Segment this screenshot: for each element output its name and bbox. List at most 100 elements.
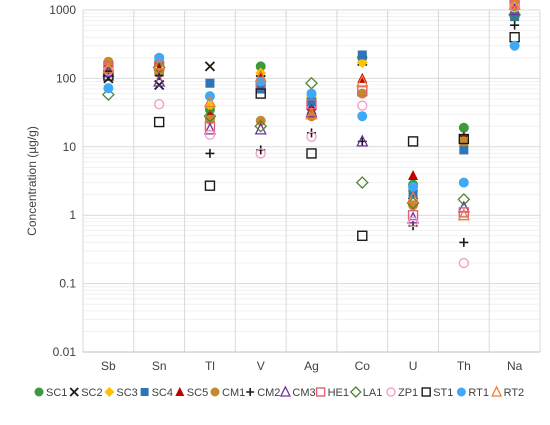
point-cm3-ag [305, 105, 318, 118]
point-sc4-th [459, 145, 469, 155]
legend-label-sc4: SC4 [152, 387, 173, 399]
legend-marker-zp1 [386, 387, 396, 397]
point-zp1-co [357, 100, 368, 111]
point-rt1-u [408, 181, 419, 192]
legend-item-cm3: CM3 [279, 385, 316, 399]
category-label-sb: Sb [101, 359, 116, 373]
legend-item-cm1: CM1 [210, 387, 245, 399]
point-rt2-sb [102, 61, 115, 74]
legend-marker-st1 [421, 387, 431, 397]
legend-item-rt1: RT1 [456, 387, 489, 399]
point-rt1-na [509, 40, 520, 51]
legend-label-rt2: RT2 [504, 387, 525, 399]
point-he1-u [407, 209, 419, 221]
legend-item-sc2: SC2 [69, 387, 103, 399]
legend-marker-rt1 [456, 387, 466, 397]
point-st1-v [255, 88, 266, 99]
legend-label-sc3: SC3 [116, 387, 137, 399]
point-sc5-u [408, 170, 419, 181]
point-st1-ag [306, 148, 317, 159]
point-st1-tl [204, 180, 216, 191]
series-zp1 [103, 1, 520, 269]
legend: SC1 SC2 SC3 SC4 SC5 CM1 CM2 CM3 HE1 LA1 ZP1 ST1 RT1 R… [34, 385, 525, 399]
point-rt1-ag [306, 88, 317, 99]
legend-label-rt1: RT1 [468, 387, 489, 399]
point-cm3-sn [153, 74, 166, 87]
point-cm1-co [357, 88, 368, 99]
point-cm1-u [408, 200, 419, 211]
point-rt2-sn [153, 57, 166, 70]
y-tick-label: 1000 [49, 3, 76, 17]
point-sc3-co [356, 57, 368, 69]
point-sc1-th [458, 122, 469, 133]
legend-marker-rt2 [491, 385, 503, 397]
point-zp1-th [458, 257, 470, 269]
point-la1-ag [305, 76, 318, 90]
y-axis-label: Concentration (µg/g) [25, 126, 39, 236]
point-rt1-co [357, 111, 368, 122]
legend-marker-sc2 [69, 387, 79, 397]
point-zp1-sn [153, 98, 165, 110]
legend-marker-cm2 [246, 388, 255, 396]
point-la1-tl [203, 109, 217, 123]
legend-item-sc3: SC3 [104, 387, 138, 399]
legend-item-rt2: RT2 [491, 385, 525, 399]
category-label-ag: Ag [304, 359, 319, 373]
legend-item-zp1: ZP1 [386, 387, 418, 399]
point-sc4-na [510, 12, 520, 22]
point-la1-v [254, 119, 268, 133]
point-rt2-th [457, 208, 470, 221]
point-zp1-u [407, 216, 419, 228]
point-rt2-u [407, 190, 420, 203]
point-st1-sn [153, 116, 165, 128]
y-tick-label: 1 [69, 208, 76, 222]
point-rt1-th [458, 177, 469, 188]
y-tick-label: 100 [56, 71, 76, 85]
legend-marker-cm1 [210, 387, 220, 397]
legend-label-sc1: SC1 [46, 387, 67, 399]
point-sc4-ag [307, 97, 316, 107]
series-st1 [103, 32, 520, 241]
point-st1-th [458, 133, 470, 145]
point-rt1-sb [103, 83, 114, 94]
y-tick-label: 0.1 [59, 277, 76, 291]
legend-label-cm2: CM2 [257, 387, 280, 399]
legend-label-cm1: CM1 [222, 387, 245, 399]
point-he1-th [458, 207, 470, 218]
legend-label-sc2: SC2 [81, 387, 102, 399]
point-rt2-co [356, 74, 369, 87]
point-sc2-tl [204, 61, 216, 72]
point-cm2-tl [205, 148, 215, 158]
category-label-co: Co [355, 359, 371, 373]
legend-item-sc4: SC4 [140, 387, 173, 399]
grid [82, 9, 541, 353]
point-rt2-na [508, 0, 521, 10]
y-tick-label: 10 [63, 140, 77, 154]
point-rt2-v [254, 69, 267, 83]
legend-marker-sc5 [175, 387, 185, 396]
legend-marker-sc1 [34, 387, 44, 397]
legend-item-la1: LA1 [349, 386, 382, 399]
point-st1-sb [103, 70, 114, 81]
point-sc4-tl [205, 78, 215, 88]
point-cm1-th [458, 136, 469, 147]
point-rt2-ag [305, 107, 318, 120]
point-he1-na [509, 0, 520, 8]
point-zp1-ag [306, 131, 317, 143]
point-sc4-co [357, 50, 367, 60]
point-la1-u [406, 196, 420, 210]
legend-item-st1: ST1 [421, 387, 453, 399]
legend-label-st1: ST1 [433, 387, 453, 399]
category-label-na: Na [507, 359, 523, 373]
point-zp1-tl [204, 129, 216, 140]
point-cm3-th [457, 200, 470, 213]
y-tick-label: 0.01 [53, 345, 77, 359]
legend-marker-sc3 [104, 387, 115, 397]
point-cm3-tl [203, 122, 216, 135]
legend-item-sc1: SC1 [34, 387, 67, 399]
point-la1-co [355, 176, 369, 189]
point-la1-sb [101, 88, 115, 102]
category-label-u: U [409, 359, 418, 373]
